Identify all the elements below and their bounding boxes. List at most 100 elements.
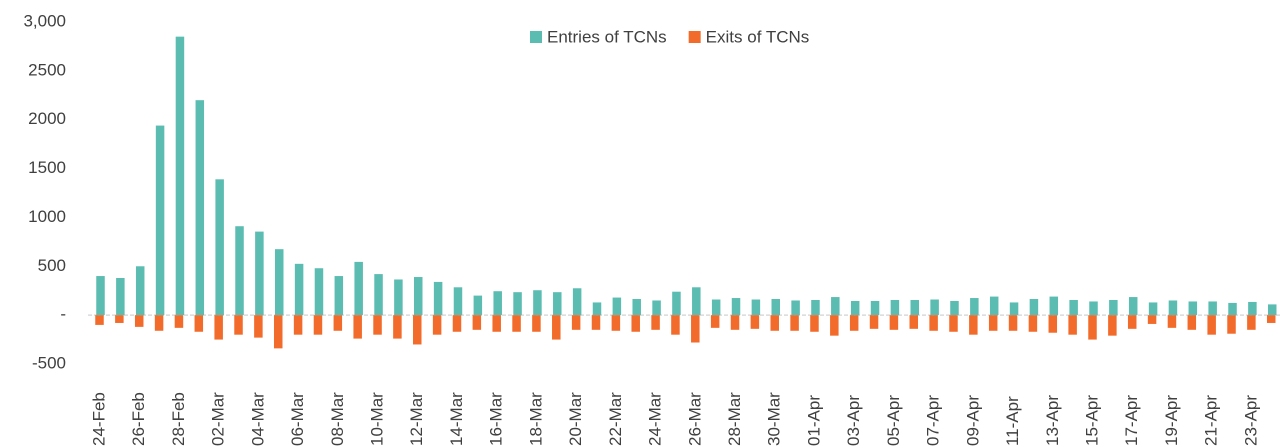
bar — [1247, 315, 1256, 330]
x-tick-label: 26-Feb — [129, 392, 148, 446]
bar — [1207, 315, 1216, 335]
bar — [433, 281, 443, 316]
bar — [313, 315, 323, 335]
bar — [889, 315, 899, 330]
bar — [353, 315, 362, 339]
bar — [472, 315, 482, 330]
bar — [691, 315, 700, 343]
bar — [692, 287, 701, 316]
bar — [929, 315, 938, 331]
bar — [651, 315, 660, 330]
bar — [512, 315, 521, 332]
bar — [414, 277, 423, 316]
bar — [1089, 301, 1098, 316]
bar — [373, 315, 382, 335]
x-tick-label: 24-Feb — [89, 392, 108, 446]
bar — [194, 315, 204, 332]
bar — [811, 299, 820, 316]
bar — [553, 292, 562, 316]
bar — [810, 315, 819, 332]
x-tick-label: 02-Mar — [209, 392, 228, 446]
x-tick-label: 14-Mar — [447, 392, 466, 446]
bar — [274, 249, 284, 316]
y-tick-label: 1500 — [28, 158, 66, 177]
x-tick-label: 19-Apr — [1162, 395, 1181, 446]
bar — [293, 315, 303, 335]
x-tick-label: 05-Apr — [884, 395, 903, 446]
bar — [910, 299, 920, 316]
bar — [652, 300, 661, 316]
bar — [591, 315, 601, 330]
bar — [1147, 315, 1157, 324]
bar — [791, 300, 800, 316]
bar — [452, 315, 462, 332]
bar — [532, 315, 541, 332]
y-tick-label: -500 — [32, 353, 66, 372]
bar — [751, 299, 761, 316]
bar — [254, 315, 263, 338]
bar — [1028, 315, 1038, 332]
bar — [115, 315, 124, 323]
bar — [970, 298, 979, 316]
bar — [930, 299, 939, 316]
bar — [949, 315, 958, 332]
bar — [215, 179, 224, 316]
bar — [1009, 302, 1019, 316]
x-tick-label: 15-Apr — [1082, 395, 1101, 446]
x-tick-label: 28-Mar — [725, 392, 744, 446]
bar — [731, 298, 741, 316]
x-tick-label: 16-Mar — [487, 392, 506, 446]
bar — [710, 315, 720, 328]
bar — [135, 266, 145, 316]
legend-swatch — [530, 31, 542, 43]
x-tick-label: 06-Mar — [288, 392, 307, 446]
bar — [333, 315, 343, 331]
y-tick-label: 500 — [38, 256, 66, 275]
x-tick-label: 21-Apr — [1202, 395, 1221, 446]
bar — [413, 315, 422, 345]
bar — [572, 288, 582, 316]
bar — [314, 268, 324, 316]
bar — [1208, 301, 1217, 316]
bar — [334, 276, 344, 316]
bar — [950, 300, 959, 316]
bar — [273, 315, 283, 349]
bar — [1069, 299, 1078, 316]
bar — [632, 299, 641, 316]
bar — [116, 278, 125, 316]
bar — [1029, 299, 1039, 316]
bar — [1049, 296, 1059, 316]
bar — [611, 315, 621, 331]
x-tick-label: 04-Mar — [248, 392, 267, 446]
bar — [1227, 315, 1236, 334]
bar — [988, 315, 998, 331]
y-tick-label: 3,000 — [23, 11, 66, 30]
x-tick-label: 12-Mar — [407, 392, 426, 446]
bar — [393, 315, 402, 339]
x-tick-label: 11-Apr — [1003, 396, 1022, 446]
bar — [513, 292, 522, 316]
bar — [1228, 302, 1237, 316]
bar — [175, 36, 185, 316]
x-tick-label: 24-Mar — [646, 392, 665, 446]
bar — [631, 315, 640, 332]
bar — [1048, 315, 1058, 333]
bar — [750, 315, 760, 329]
x-tick-label: 18-Mar — [526, 392, 545, 446]
bar — [235, 226, 244, 316]
bar — [1167, 315, 1177, 328]
x-tick-label: 13-Apr — [1043, 395, 1062, 446]
bar — [849, 315, 859, 331]
legend-label: Entries of TCNs — [547, 27, 667, 46]
x-tick-label: 17-Apr — [1122, 395, 1141, 446]
bar — [1266, 315, 1276, 323]
bar — [234, 315, 243, 335]
bar — [95, 315, 104, 325]
x-tick-label: 30-Mar — [765, 392, 784, 446]
bar — [1148, 302, 1158, 316]
bar — [671, 315, 680, 335]
bar — [830, 315, 839, 336]
bar — [493, 291, 502, 316]
bar — [592, 302, 602, 316]
